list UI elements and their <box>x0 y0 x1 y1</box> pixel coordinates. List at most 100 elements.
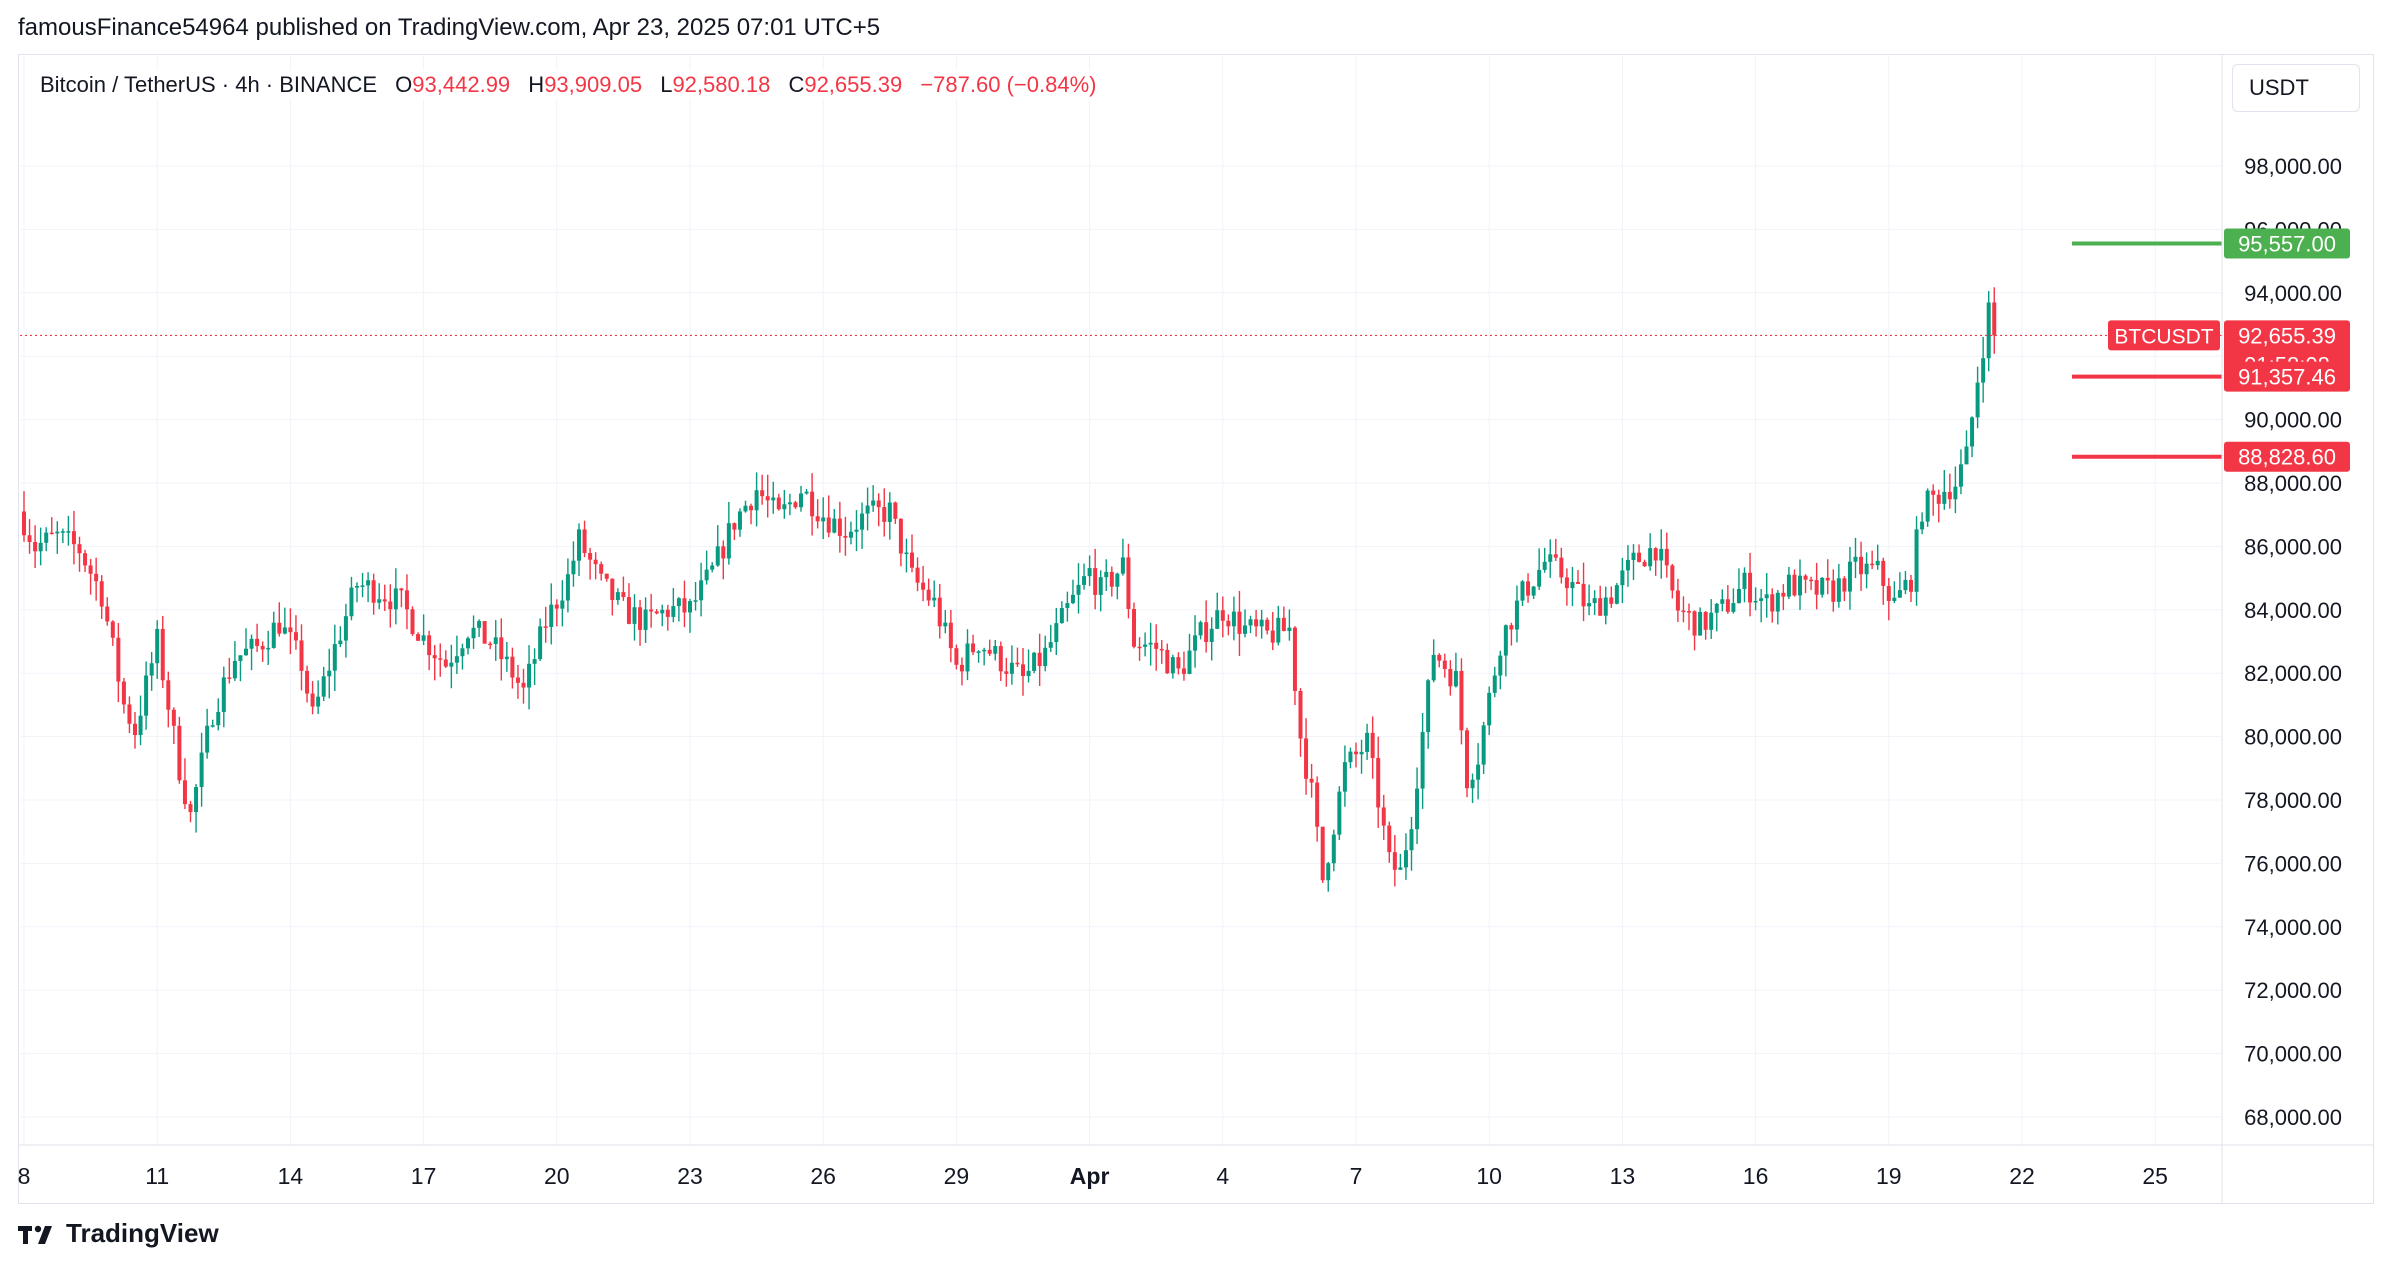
candle-body <box>1831 580 1836 602</box>
candle-body <box>704 569 709 581</box>
symbol-label[interactable]: Bitcoin / TetherUS · 4h · BINANCE <box>40 72 378 97</box>
candle-body <box>149 663 154 676</box>
candle-body <box>121 681 126 705</box>
candle-body <box>282 627 287 634</box>
candle-body <box>288 627 293 633</box>
candle-body <box>632 607 637 624</box>
candle-body <box>1925 490 1930 522</box>
candle-body <box>1043 647 1048 667</box>
candle-body <box>471 627 476 639</box>
candle-body <box>682 598 687 613</box>
candle-body <box>765 496 770 501</box>
candle-body <box>371 580 376 603</box>
candle-body <box>1076 584 1081 595</box>
candle-body <box>1692 611 1697 636</box>
candle-body <box>1753 600 1758 603</box>
candle-body <box>754 490 759 511</box>
candle-body <box>1487 692 1492 726</box>
candle-body <box>360 585 365 587</box>
candle-body <box>527 663 532 688</box>
x-tick-label: 10 <box>1476 1163 1502 1189</box>
candle-body <box>1181 668 1186 674</box>
candle-body <box>355 585 359 588</box>
candle-body <box>1942 491 1947 504</box>
candle-body <box>260 645 265 650</box>
candle-body <box>1281 617 1286 632</box>
y-tick-label: 72,000.00 <box>2244 978 2342 1003</box>
candle-body <box>1953 486 1958 500</box>
candle-body <box>83 553 88 566</box>
candle-body <box>976 651 981 653</box>
x-tick-label: 25 <box>2142 1163 2168 1189</box>
candle-body <box>1403 850 1408 868</box>
candle-body <box>1132 608 1136 647</box>
low-value: 92,580.18 <box>672 72 771 97</box>
x-tick-label: 8 <box>18 1163 31 1189</box>
candle-body <box>466 638 470 649</box>
candle-body <box>1426 680 1431 733</box>
candle-body <box>1059 608 1064 624</box>
candle-body <box>1326 863 1331 881</box>
candle-body <box>1015 662 1020 665</box>
candle-body <box>521 682 526 688</box>
candle-body <box>1931 490 1936 495</box>
candle-body <box>1037 652 1042 667</box>
candle-body <box>560 600 565 609</box>
candle-body <box>194 787 199 813</box>
y-tick-label: 70,000.00 <box>2244 1042 2342 1067</box>
candle-body <box>510 656 515 678</box>
candle-body <box>787 502 792 505</box>
candle-body <box>1637 552 1642 562</box>
candle-body <box>160 628 165 681</box>
candle-body <box>1126 557 1131 609</box>
candle-body <box>1170 657 1175 674</box>
x-tick-label: 4 <box>1216 1163 1229 1189</box>
candle-body <box>55 531 60 534</box>
candle-body <box>737 511 742 530</box>
candle-body <box>1231 611 1236 627</box>
candle-body <box>1032 652 1037 671</box>
candle-body <box>543 626 548 628</box>
candle-body <box>1809 579 1814 582</box>
candle-body <box>987 649 992 654</box>
candle-body <box>910 552 914 568</box>
candle-body <box>488 643 493 646</box>
candle-body <box>1392 852 1397 870</box>
candle-body <box>332 644 337 671</box>
candle-body <box>1315 782 1320 827</box>
currency-button[interactable]: USDT <box>2232 64 2360 112</box>
candle-body <box>954 648 959 665</box>
candle-body <box>1437 654 1442 661</box>
candle-body <box>188 804 193 813</box>
close-label: C <box>788 72 805 97</box>
candle-body <box>1254 619 1259 627</box>
y-tick-label: 76,000.00 <box>2244 851 2342 876</box>
candle-body <box>127 704 132 724</box>
candle-body <box>77 544 82 554</box>
tradingview-logo[interactable]: TradingView <box>18 1218 219 1249</box>
candle-body <box>948 622 953 649</box>
price-chart[interactable]: 98,000.0096,000.0094,000.0092,000.0090,0… <box>0 0 2390 1210</box>
open-value: 93,442.99 <box>412 72 511 97</box>
candle-body <box>532 659 537 664</box>
candle-body <box>1681 610 1686 613</box>
candle-body <box>898 518 903 554</box>
candle-body <box>44 532 49 543</box>
price-label-box <box>2224 361 2350 392</box>
candles <box>22 287 1997 892</box>
candle-body <box>1892 597 1897 601</box>
candle-body <box>255 638 260 646</box>
chart-frame[interactable] <box>18 54 2374 1204</box>
candle-body <box>1009 662 1014 674</box>
candle-body <box>1154 642 1159 649</box>
candle-body <box>871 500 876 506</box>
candle-body <box>959 664 964 672</box>
candle-body <box>860 513 865 530</box>
candle-body <box>266 647 271 650</box>
candle-body <box>1875 560 1880 566</box>
candle-body <box>1970 417 1975 447</box>
candle-body <box>804 491 809 494</box>
candle-body <box>1653 548 1658 561</box>
candle-body <box>338 640 343 645</box>
candle-body <box>776 497 781 510</box>
